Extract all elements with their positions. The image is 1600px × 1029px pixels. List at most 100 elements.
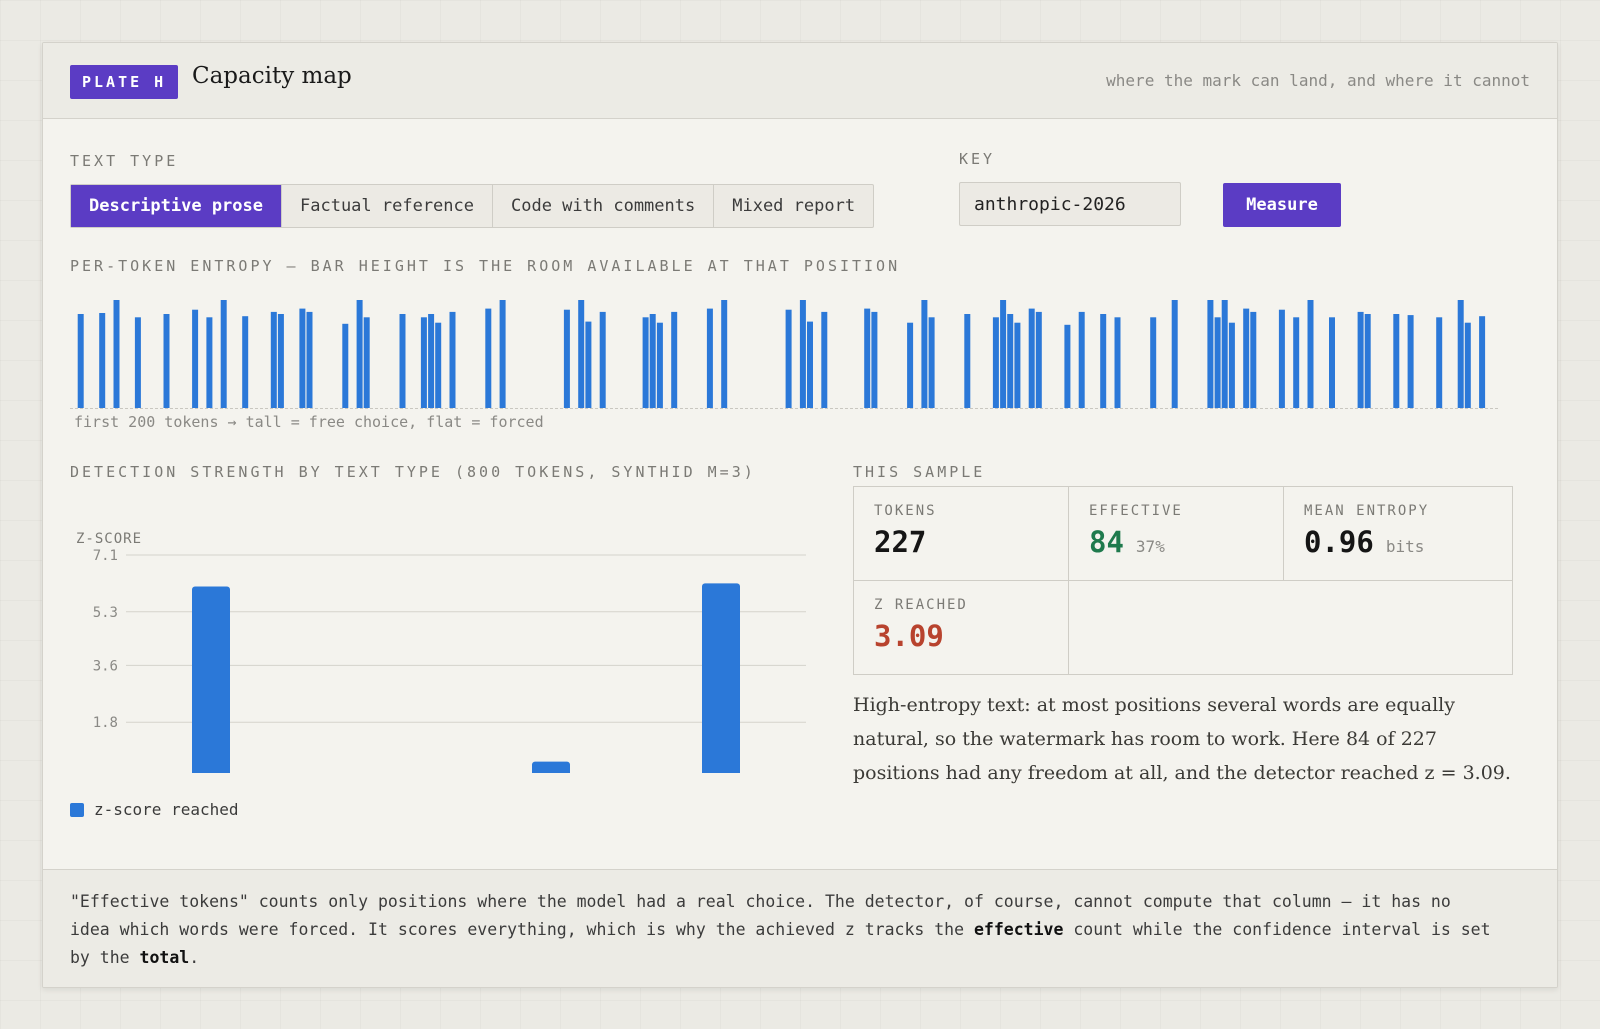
stat-z-label: Z REACHED: [874, 597, 968, 613]
stat-mean-entropy-unit: bits: [1385, 537, 1425, 556]
footer-text-part2: count while the confidence interval is s…: [70, 920, 1491, 967]
entropy-bar: [1150, 317, 1157, 408]
entropy-bar: [1014, 322, 1021, 408]
entropy-bar: [1214, 317, 1221, 408]
entropy-bar: [99, 313, 106, 408]
entropy-bar: [1171, 300, 1178, 408]
bar-mixed: [702, 583, 740, 773]
entropy-bar: [1250, 311, 1257, 408]
entropy-bar: [992, 317, 999, 408]
entropy-bar: [1364, 314, 1371, 408]
entropy-bar: [206, 317, 213, 408]
entropy-bar: [113, 300, 120, 408]
entropy-bar: [585, 321, 592, 408]
stat-tokens: TOKENS 227: [854, 487, 1069, 581]
panel-header: PLATE H Capacity map where the mark can …: [43, 43, 1557, 119]
footer-text: "Effective tokens" counts only positions…: [70, 888, 1500, 972]
entropy-bar: [1436, 317, 1443, 408]
tab-descriptive-prose[interactable]: Descriptive prose: [71, 185, 282, 227]
entropy-heading: PER-TOKEN ENTROPY — BAR HEIGHT IS THE RO…: [70, 257, 901, 275]
entropy-bar: [964, 314, 971, 408]
y-tick-label: 3.6: [93, 658, 118, 674]
entropy-bar: [642, 317, 649, 408]
entropy-bar: [864, 308, 871, 408]
legend-swatch: [70, 802, 84, 817]
bar-descriptive: [192, 586, 230, 773]
entropy-bar: [1207, 300, 1214, 408]
entropy-bar: [1393, 314, 1400, 408]
stat-tokens-label: TOKENS: [874, 503, 937, 519]
entropy-bar: [1000, 300, 1007, 408]
entropy-bar: [306, 311, 313, 408]
entropy-bar: [134, 317, 141, 408]
detection-strength-chart: Z-SCORE0.01.83.65.37.1DescriptiveFactual…: [76, 531, 806, 773]
sample-stats: TOKENS 227 EFFECTIVE 84 37% MEAN ENTROPY …: [853, 486, 1513, 675]
entropy-bar: [428, 314, 435, 408]
page-title: Capacity map: [192, 63, 352, 89]
y-tick-label: 7.1: [93, 548, 118, 564]
stat-mean-entropy-value: 0.96: [1304, 525, 1374, 559]
entropy-bar: [1035, 311, 1042, 408]
stat-effective: EFFECTIVE 84 37%: [1069, 487, 1284, 581]
entropy-bar: [563, 309, 570, 408]
entropy-bar: [649, 314, 656, 408]
stat-z-value: 3.09: [874, 619, 944, 653]
entropy-bar: [1457, 300, 1464, 408]
y-tick-label: 0.0: [93, 772, 118, 773]
entropy-bar: [499, 300, 506, 408]
page-subtitle: where the mark can land, and where it ca…: [1106, 71, 1530, 90]
tab-factual-reference[interactable]: Factual reference: [282, 185, 493, 227]
entropy-bar: [192, 309, 199, 408]
entropy-bar: [399, 314, 406, 408]
entropy-bar: [1228, 322, 1235, 408]
entropy-bar: [785, 309, 792, 408]
entropy-bar: [578, 300, 585, 408]
entropy-bar: [1407, 315, 1414, 408]
entropy-bar: [485, 308, 492, 408]
entropy-bar: [671, 311, 678, 408]
plate-badge: PLATE H: [70, 65, 179, 99]
entropy-bar: [420, 317, 427, 408]
entropy-bar: [1464, 322, 1471, 408]
entropy-bar: [1221, 300, 1228, 408]
key-input[interactable]: [959, 182, 1181, 226]
text-type-tabs: Descriptive prose Factual reference Code…: [70, 184, 875, 228]
entropy-bar: [1078, 311, 1085, 408]
tab-code-with-comments[interactable]: Code with comments: [493, 185, 715, 227]
y-tick-label: 1.8: [93, 715, 118, 731]
entropy-bar: [1243, 308, 1250, 408]
tab-mixed-report[interactable]: Mixed report: [732, 196, 856, 216]
y-axis-label: Z-SCORE: [76, 531, 142, 547]
stat-effective-value: 84: [1089, 525, 1124, 559]
entropy-bar: [270, 311, 277, 408]
entropy-bar: [907, 322, 914, 408]
sample-heading: THIS SAMPLE: [853, 463, 986, 481]
entropy-bar: [220, 300, 227, 408]
sample-note: High-entropy text: at most positions sev…: [853, 694, 1511, 784]
key-label: KEY: [959, 150, 996, 168]
entropy-strip: [70, 300, 1500, 409]
entropy-bar: [799, 300, 806, 408]
entropy-bar: [807, 321, 813, 408]
stat-mean-entropy: MEAN ENTROPY 0.96 bits: [1284, 487, 1512, 581]
chart-heading: DETECTION STRENGTH BY TEXT TYPE (800 TOK…: [70, 463, 756, 481]
capacity-map-panel: PLATE H Capacity map where the mark can …: [42, 42, 1558, 988]
entropy-bar: [1479, 316, 1486, 408]
footer-text-part3: .: [189, 948, 200, 967]
entropy-bar: [599, 311, 606, 408]
entropy-bar: [363, 317, 370, 408]
entropy-bar: [706, 308, 713, 408]
entropy-bar: [721, 300, 728, 408]
entropy-bar: [821, 311, 828, 408]
entropy-bar: [871, 311, 878, 408]
entropy-bar: [928, 317, 935, 408]
entropy-bar: [656, 322, 663, 408]
entropy-bar: [1007, 314, 1014, 408]
entropy-bar: [449, 311, 456, 408]
stat-tokens-value: 227: [874, 525, 927, 559]
entropy-bar: [1100, 314, 1107, 408]
measure-button[interactable]: Measure: [1223, 183, 1341, 227]
entropy-bar: [77, 314, 84, 408]
entropy-bar: [1278, 309, 1285, 408]
entropy-bar: [342, 323, 349, 408]
